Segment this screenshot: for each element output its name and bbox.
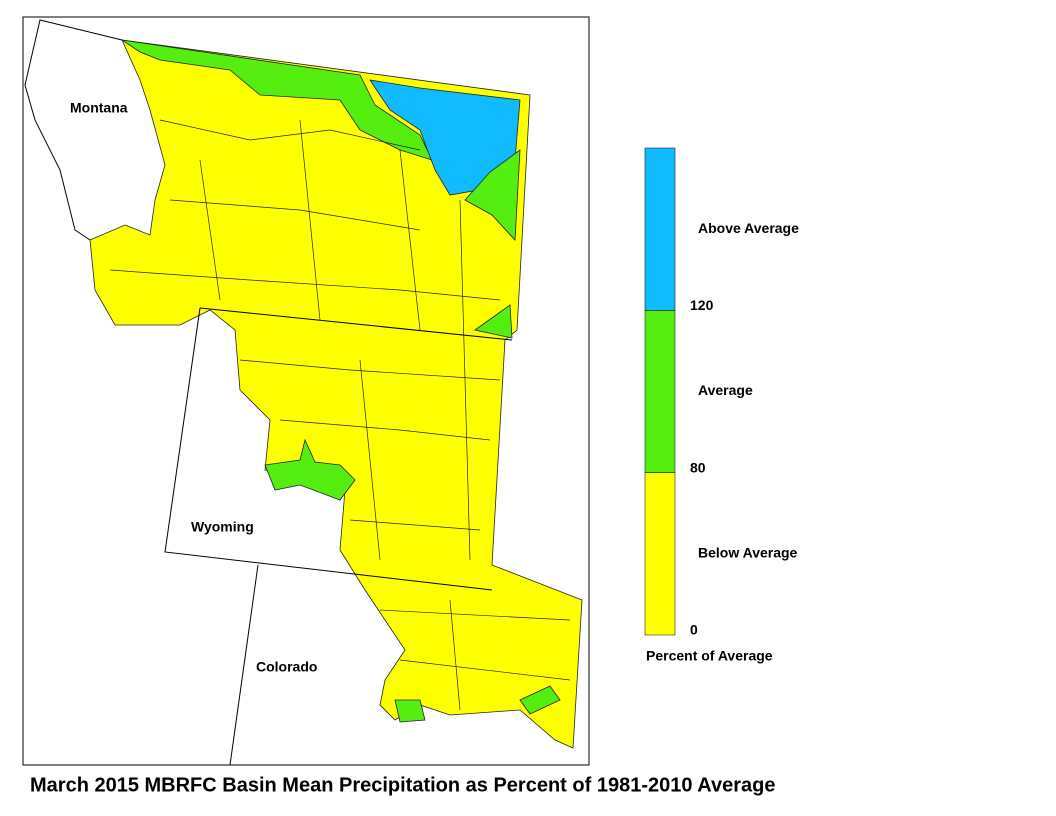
legend-swatch	[644, 472, 676, 636]
border	[199, 307, 513, 341]
state-label: Colorado	[256, 659, 317, 675]
state-label: Montana	[70, 100, 128, 116]
colorado-outline	[229, 564, 259, 766]
legend-swatch	[644, 310, 676, 473]
basin-average	[121, 39, 433, 161]
map-title: March 2015 MBRFC Basin Mean Precipitatio…	[30, 774, 775, 796]
legend-title: Percent of Average	[646, 648, 773, 664]
legend-label: Below Average	[698, 545, 798, 561]
legend-tick-label: 120	[690, 297, 714, 313]
basin-average	[474, 304, 513, 339]
legend-tick-label: 0	[690, 622, 698, 638]
montana-outline	[24, 19, 123, 241]
legend-label: Above Average	[698, 220, 799, 236]
state-lines	[24, 19, 513, 766]
legend: Below Average Average Above Average 0 80 120	[644, 147, 799, 638]
basin-average	[519, 685, 561, 715]
basins	[89, 39, 583, 749]
legend-tick-label: 80	[690, 459, 706, 475]
basin-average	[464, 149, 521, 241]
state-label: Wyoming	[191, 519, 254, 535]
basin-average	[264, 438, 356, 501]
basin-above-average	[369, 79, 521, 196]
basin-boundaries	[109, 119, 571, 711]
legend-swatch	[644, 147, 676, 311]
basin-average	[394, 699, 426, 723]
wyoming-outline	[164, 307, 493, 591]
legend-label: Average	[698, 382, 753, 398]
